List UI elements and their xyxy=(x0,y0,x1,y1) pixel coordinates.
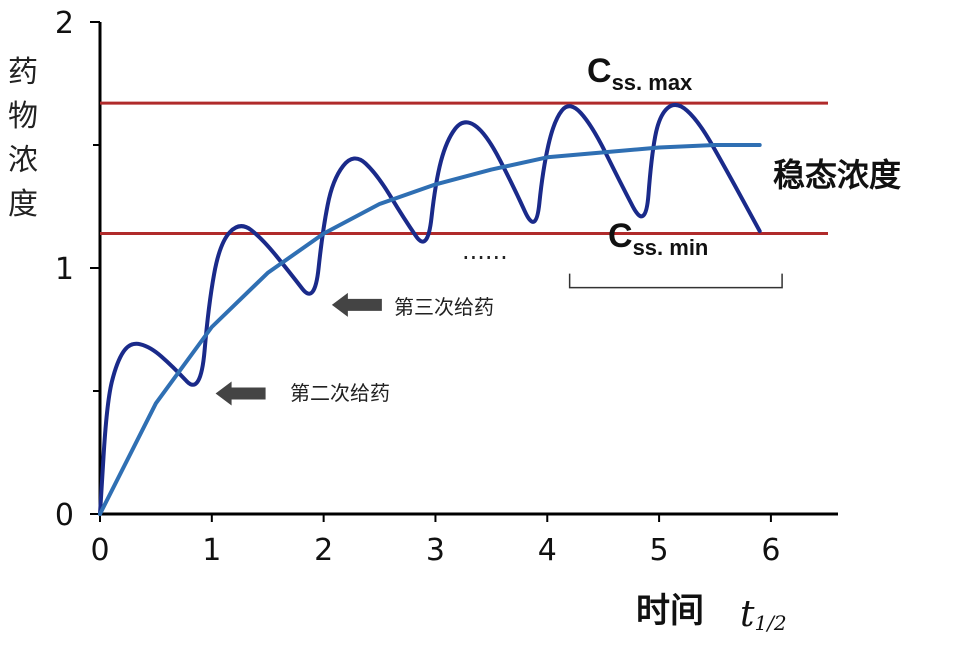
x-axis-unit: t1/2 xyxy=(740,594,787,635)
css-min-main: C xyxy=(608,217,633,255)
steady-state-bracket xyxy=(568,273,783,289)
y-tick-label-0: 0 xyxy=(55,498,74,533)
dose3-label: 第三次给药 xyxy=(394,295,494,319)
series-intermittent-dosing xyxy=(98,102,762,516)
axes: 0 1 2 3 4 5 6 0 1 2 xyxy=(55,6,838,568)
dose2-label: 第二次给药 xyxy=(290,381,390,405)
css-min-sub: ss. min xyxy=(633,235,709,260)
annotations xyxy=(215,273,783,406)
y-axis-label-char: 浓 xyxy=(8,143,38,178)
dose2-arrow-icon xyxy=(215,381,266,406)
x-tick-label-6: 6 xyxy=(761,533,780,568)
x-tick-label-2: 2 xyxy=(314,533,333,568)
y-axis-label-char: 药 xyxy=(8,55,38,90)
y-axis-label: 药物浓度 xyxy=(8,55,38,222)
x-tick-label-3: 3 xyxy=(426,533,445,568)
x-tick-label-0: 0 xyxy=(90,533,109,568)
reference-lines xyxy=(100,101,828,236)
y-axis-label-char: 度 xyxy=(8,187,38,222)
y-tick-label-2: 2 xyxy=(55,6,74,41)
y-axis-label-char: 物 xyxy=(8,99,38,134)
css-max-label: Css. max xyxy=(587,52,693,95)
dose3-arrow-icon xyxy=(331,292,382,317)
ellipsis: ...... xyxy=(462,237,508,265)
x-tick-label-5: 5 xyxy=(650,533,669,568)
x-axis-unit-sub: 1/2 xyxy=(754,611,786,635)
x-tick-label-1: 1 xyxy=(202,533,221,568)
y-tick-label-1: 1 xyxy=(55,252,74,287)
css-max-sub: ss. max xyxy=(612,70,693,95)
x-axis-label: 时间 xyxy=(636,591,704,631)
steady-state-label: 稳态浓度 xyxy=(773,156,901,194)
css-max-main: C xyxy=(587,52,612,90)
series-steady-approach xyxy=(98,143,762,516)
css-min-label: Css. min xyxy=(608,217,708,260)
data-series xyxy=(98,102,762,516)
x-tick-label-4: 4 xyxy=(538,533,557,568)
x-axis-unit-main: t xyxy=(740,594,755,635)
